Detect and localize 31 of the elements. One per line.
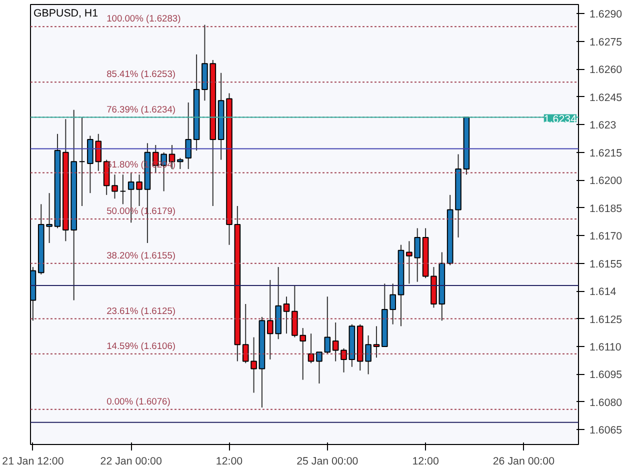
y-tick-label: 1.6215 [590,147,622,160]
y-tick-label: 1.6095 [590,369,622,382]
x-tick-label: 12:00 [412,456,439,468]
x-tick-label: 26 Jan 00:00 [492,456,555,468]
y-tick-label: 1.6185 [590,202,622,215]
ref-line-label: 0.00% (1.6076) [106,396,170,406]
y-tick-label: 1.6260 [590,64,622,76]
y-tick-label: 1.6275 [590,36,622,48]
y-tick-label: 1.6080 [590,396,622,409]
y-tick-label: 1.623 [590,120,616,132]
ref-line-label: 85.41% (1.6253) [106,69,176,80]
y-tick-label: 1.6155 [590,258,622,270]
ref-line-label: 100.00% (1.6283) [106,14,181,24]
y-tick-label: 1.6245 [590,92,622,104]
x-tick-label: 22 Jan 00:00 [100,456,162,468]
ref-line-label: 38.20% (1.6155) [106,250,176,260]
x-tick-label: 25 Jan 00:00 [296,456,358,468]
y-tick-label: 1.6065 [590,424,622,437]
y-tick-label: 1.6125 [590,314,622,326]
chart-title: GBPUSD, H1 [34,8,98,20]
x-tick-label: 12:00 [216,456,243,468]
y-tick-label: 1.6200 [590,175,622,188]
y-tick-label: 1.614 [590,286,616,298]
x-tick-label: 21 Jan 12:00 [2,456,64,468]
ref-line-label: 14.59% (1.6106) [106,340,176,351]
ref-line-label: 23.61% (1.6125) [106,306,176,316]
ref-line-label: 1.6234 [544,113,577,126]
y-tick-label: 1.6290 [590,8,622,21]
y-tick-label: 1.6110 [590,342,622,354]
y-tick-label: 1.6170 [590,230,622,243]
ref-line-label: 76.39% (1.6234) [106,104,176,114]
